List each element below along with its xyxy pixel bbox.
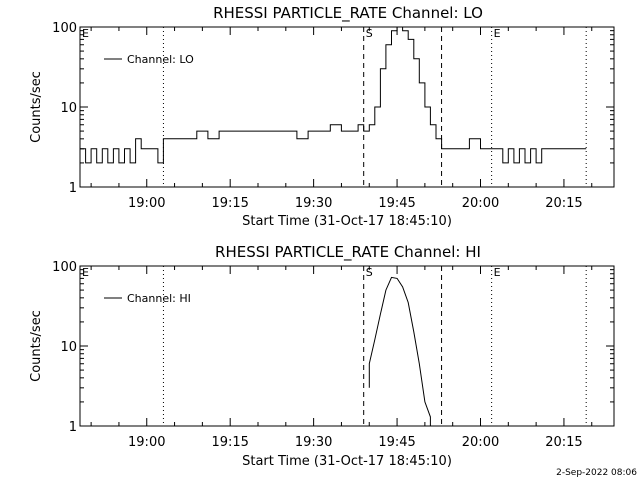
chart-lo-ylabel: Counts/sec [29, 71, 44, 143]
chart-lo-marker-label-4: E [494, 27, 501, 40]
chart-hi-marker-label-4: E [494, 266, 501, 279]
chart-lo-xtick-label-4: 20:00 [462, 196, 499, 211]
chart-hi-xtick-label-0: 19:00 [128, 435, 165, 450]
chart-lo-ytick-label-0: 1 [69, 181, 77, 196]
chart-lo-ticks: 19:00 19:15 19:30 19:45 20:00 20:15 1 10 100 [52, 21, 614, 211]
chart-lo-xtick-label-3: 19:45 [378, 196, 415, 211]
chart-lo-marker-label-0: E [82, 27, 89, 40]
chart-hi-xtick-label-1: 19:15 [211, 435, 248, 450]
chart-lo-xtick-label-5: 20:15 [545, 196, 582, 211]
chart-lo-series-line [80, 26, 587, 164]
chart-hi-marker-label-2: S [366, 266, 373, 279]
chart-lo-xtick-label-0: 19:00 [128, 196, 165, 211]
chart-lo: RHESSI PARTICLE_RATE Channel: LO E S E 19:… [29, 4, 615, 229]
chart-hi-title: RHESSI PARTICLE_RATE Channel: HI [215, 243, 481, 262]
chart-hi-xlabel: Start Time (31-Oct-17 18:45:10) [242, 454, 452, 469]
chart-hi-marker-label-0: E [82, 266, 89, 279]
chart-lo-ytick-label-1: 10 [60, 101, 77, 116]
chart-lo-xtick-label-2: 19:30 [295, 196, 332, 211]
chart-lo-xlabel: Start Time (31-Oct-17 18:45:10) [242, 214, 452, 229]
chart-hi-legend-label: Channel: HI [127, 292, 191, 305]
chart-lo-ytick-label-2: 100 [52, 21, 77, 36]
chart-hi-ylabel: Counts/sec [29, 310, 44, 382]
footer-date: 2-Sep-2022 08:06 [556, 468, 637, 478]
chart-hi-ticks: 19:00 19:15 19:30 19:45 20:00 20:15 1 10 100 [52, 260, 614, 450]
chart-lo-title: RHESSI PARTICLE_RATE Channel: LO [213, 4, 483, 23]
chart-lo-marker-label-2: S [366, 27, 373, 40]
chart-hi-xtick-label-2: 19:30 [295, 435, 332, 450]
chart-hi-xtick-label-3: 19:45 [378, 435, 415, 450]
chart-hi-series-line [368, 276, 431, 426]
chart-hi-ytick-label-1: 10 [60, 340, 77, 355]
chart-hi-xtick-label-4: 20:00 [462, 435, 499, 450]
chart-lo-xtick-label-1: 19:15 [211, 196, 248, 211]
chart-hi-ytick-label-2: 100 [52, 260, 77, 275]
chart-hi-ytick-label-0: 1 [69, 420, 77, 435]
chart-hi-xtick-label-5: 20:15 [545, 435, 582, 450]
chart-lo-legend-label: Channel: LO [127, 53, 194, 66]
chart-hi-plot-frame [79, 265, 615, 427]
chart-hi: RHESSI PARTICLE_RATE Channel: HI E S E 19:… [29, 243, 615, 469]
